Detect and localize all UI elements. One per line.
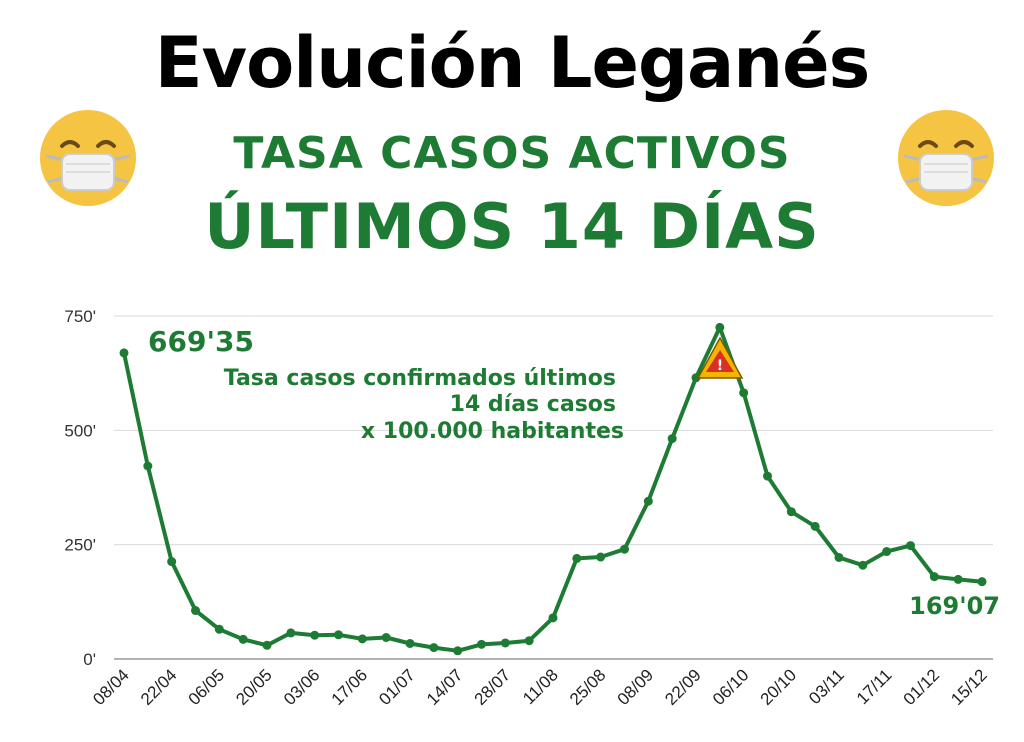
data-point — [286, 628, 296, 638]
x-tick-label: 20/10 — [757, 665, 801, 709]
data-point — [214, 624, 224, 634]
x-tick-label: 01/12 — [900, 665, 944, 709]
data-point — [715, 322, 725, 332]
data-point — [334, 630, 343, 640]
y-tick-label: 500' — [64, 421, 96, 440]
data-point — [953, 574, 963, 584]
data-point — [500, 638, 510, 648]
x-tick-label: 15/12 — [947, 665, 991, 709]
data-point — [763, 471, 772, 481]
x-tick-label: 08/09 — [614, 665, 658, 709]
start-value-label: 669'35 — [148, 325, 254, 358]
subtitle-line-1: TASA CASOS ACTIVOS — [233, 128, 791, 179]
warning-icon: ! — [696, 336, 744, 379]
data-point — [691, 373, 701, 383]
data-point — [119, 348, 129, 358]
data-point — [834, 552, 844, 562]
end-value-label: 169'07 — [909, 592, 1000, 620]
data-point — [524, 636, 534, 646]
note-line-2: 14 días casos — [450, 392, 616, 417]
data-point — [786, 507, 796, 517]
x-tick-label: 03/11 — [805, 665, 848, 708]
data-point — [858, 560, 868, 570]
masked-face-emoji-icon — [40, 110, 136, 206]
x-tick-label: 28/07 — [471, 665, 515, 709]
data-point — [667, 434, 677, 444]
data-point — [596, 552, 606, 562]
x-tick-label: 22/04 — [137, 665, 181, 709]
x-tick-label: 20/05 — [232, 665, 276, 709]
y-tick-label: 750' — [64, 307, 96, 326]
x-tick-label: 25/08 — [566, 665, 610, 709]
data-point — [143, 461, 153, 471]
data-point — [906, 541, 915, 551]
data-point — [977, 577, 987, 587]
data-point — [429, 643, 439, 653]
note-line-1: Tasa casos confirmados últimos — [224, 366, 616, 391]
data-point — [310, 630, 320, 640]
page-title: Evolución Leganés — [154, 22, 871, 104]
data-point — [548, 613, 558, 623]
data-point — [405, 638, 415, 648]
x-tick-label: 14/07 — [423, 665, 467, 709]
x-tick-label: 01/07 — [375, 665, 419, 709]
data-point — [643, 496, 653, 506]
y-tick-label: 250' — [64, 536, 96, 555]
y-tick-label: 0' — [83, 650, 96, 669]
x-tick-label: 17/11 — [853, 665, 896, 708]
data-point — [810, 521, 820, 531]
x-tick-label: 08/04 — [89, 665, 133, 709]
data-point — [238, 634, 248, 644]
data-point — [191, 606, 200, 616]
data-point — [167, 557, 177, 567]
data-point — [262, 640, 272, 650]
data-point — [739, 388, 749, 398]
data-point — [882, 547, 892, 557]
data-point — [453, 646, 463, 656]
subtitle-line-2: ÚLTIMOS 14 DÍAS — [204, 190, 820, 263]
x-tick-label: 06/10 — [709, 665, 753, 709]
x-tick-label: 11/08 — [519, 665, 562, 708]
svg-text:!: ! — [717, 358, 723, 374]
note-line-3: x 100.000 habitantes — [361, 419, 624, 444]
x-tick-label: 22/09 — [661, 665, 705, 709]
x-tick-label: 03/06 — [280, 665, 324, 709]
data-point — [572, 553, 582, 563]
data-point — [357, 634, 367, 644]
x-tick-label: 17/06 — [328, 665, 372, 709]
data-point — [381, 633, 391, 643]
x-tick-label: 06/05 — [185, 665, 229, 709]
data-point — [620, 544, 629, 554]
data-point — [477, 639, 486, 649]
masked-face-emoji-icon — [898, 110, 994, 206]
data-point — [929, 572, 939, 582]
